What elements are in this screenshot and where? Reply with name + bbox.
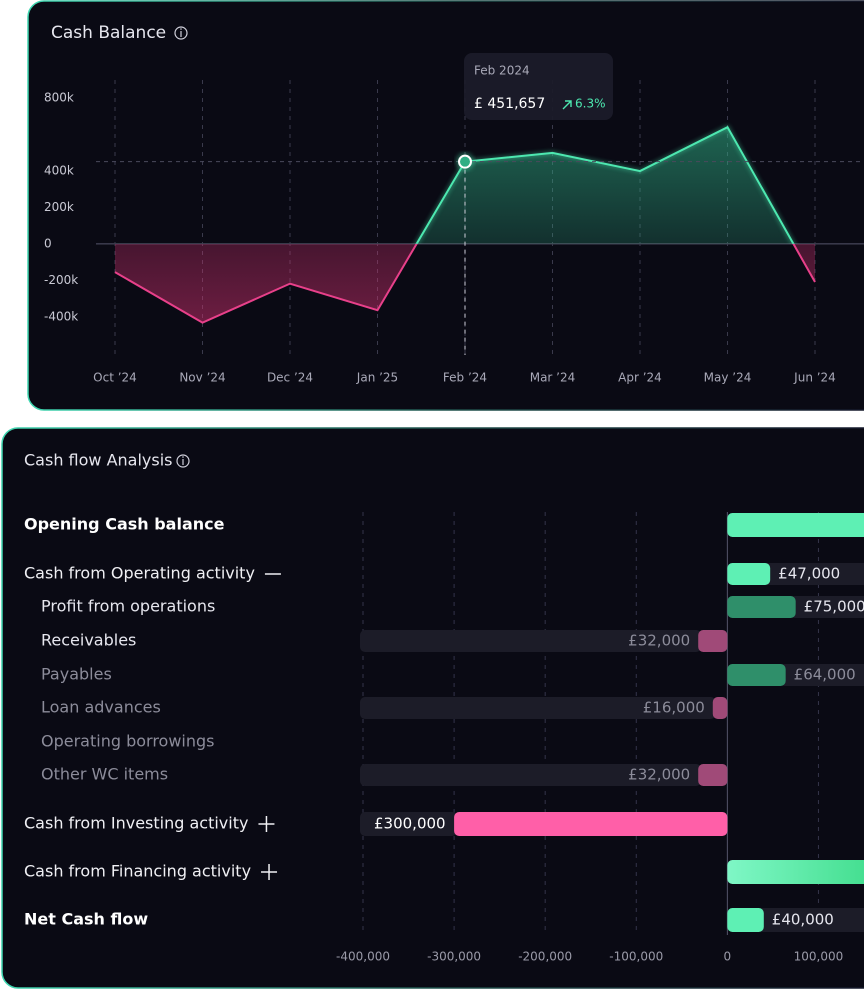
x-tick-label: May ’24 — [704, 371, 752, 385]
x-tick-label: -300,000 — [427, 950, 481, 964]
row-label: Other WC items — [41, 765, 168, 784]
bar-track — [360, 630, 702, 652]
x-tick-label: Mar ’24 — [530, 371, 576, 385]
y-tick-label: -200k — [44, 273, 78, 287]
x-tick-label: Apr ’24 — [618, 371, 662, 385]
bar-track — [757, 908, 864, 932]
x-tick-label: Dec ’24 — [267, 371, 313, 385]
bar — [727, 563, 771, 585]
row-label: Cash from Financing activity — [24, 862, 251, 881]
value-label: £300,000 — [374, 815, 446, 833]
x-tick-label: -100,000 — [609, 950, 663, 964]
bar-track — [360, 764, 702, 786]
value-label: £47,000 — [778, 565, 840, 583]
x-tick-label: Feb ’24 — [443, 371, 487, 385]
y-tick-label: 0 — [44, 236, 52, 250]
chart-title: Cash flow Analysis — [24, 451, 173, 470]
y-tick-label: -400k — [44, 309, 78, 323]
value-label: £32,000 — [628, 632, 690, 650]
value-label: £64,000 — [794, 666, 856, 684]
x-tick-label: -200,000 — [518, 950, 572, 964]
bar — [698, 630, 728, 652]
row-label: Loan advances — [41, 698, 161, 717]
y-tick-label: 200k — [44, 200, 74, 214]
x-tick-label: Oct ’24 — [93, 371, 137, 385]
row-label: Payables — [41, 665, 112, 684]
tooltip-label: Feb 2024 — [474, 64, 530, 78]
row-label: Cash from Investing activity — [24, 814, 248, 833]
tooltip-box — [464, 53, 613, 120]
x-tick-label: Jun ’24 — [793, 371, 836, 385]
value-label: £40,000 — [772, 911, 834, 929]
highlight-point — [458, 154, 472, 169]
value-label: £32,000 — [628, 766, 690, 784]
info-icon[interactable] — [174, 26, 188, 40]
value-label: £75,000 — [804, 598, 864, 616]
bar — [727, 860, 864, 884]
area-negative — [115, 243, 815, 323]
row-label: Net Cash flow — [24, 910, 148, 929]
x-tick-label: 100,000 — [794, 950, 844, 964]
bar-track — [764, 563, 864, 585]
bar-track — [789, 596, 864, 618]
bar — [727, 513, 864, 537]
tooltip-change: 6.3% — [575, 97, 606, 111]
area-positive — [416, 127, 794, 244]
bar — [727, 596, 796, 618]
value-label: £16,000 — [643, 699, 705, 717]
line-negative — [114, 243, 816, 324]
y-tick-label: 400k — [44, 164, 74, 178]
row-label: Profit from operations — [41, 597, 215, 616]
trend-icon — [562, 100, 572, 110]
info-icon[interactable] — [176, 454, 190, 468]
bar — [698, 764, 728, 786]
row-label: Receivables — [41, 631, 136, 650]
bar-track — [779, 664, 864, 686]
row-label: Operating borrowings — [41, 732, 215, 751]
y-tick-label: 800k — [44, 91, 74, 105]
chart-title: Cash Balance — [51, 23, 166, 43]
x-tick-label: -400,000 — [336, 950, 390, 964]
x-tick-label: 0 — [724, 950, 732, 964]
bar — [712, 697, 728, 719]
bar-track — [360, 812, 458, 836]
bar — [454, 812, 728, 836]
x-tick-label: Jan ’25 — [356, 371, 398, 385]
bar — [727, 908, 764, 932]
bar-track — [360, 697, 716, 719]
row-label: Opening Cash balance — [24, 515, 225, 534]
x-tick-label: Nov ’24 — [179, 371, 225, 385]
bar — [727, 664, 786, 686]
row-label: Cash from Operating activity — [24, 564, 255, 583]
tooltip-value: £ 451,657 — [474, 96, 545, 112]
